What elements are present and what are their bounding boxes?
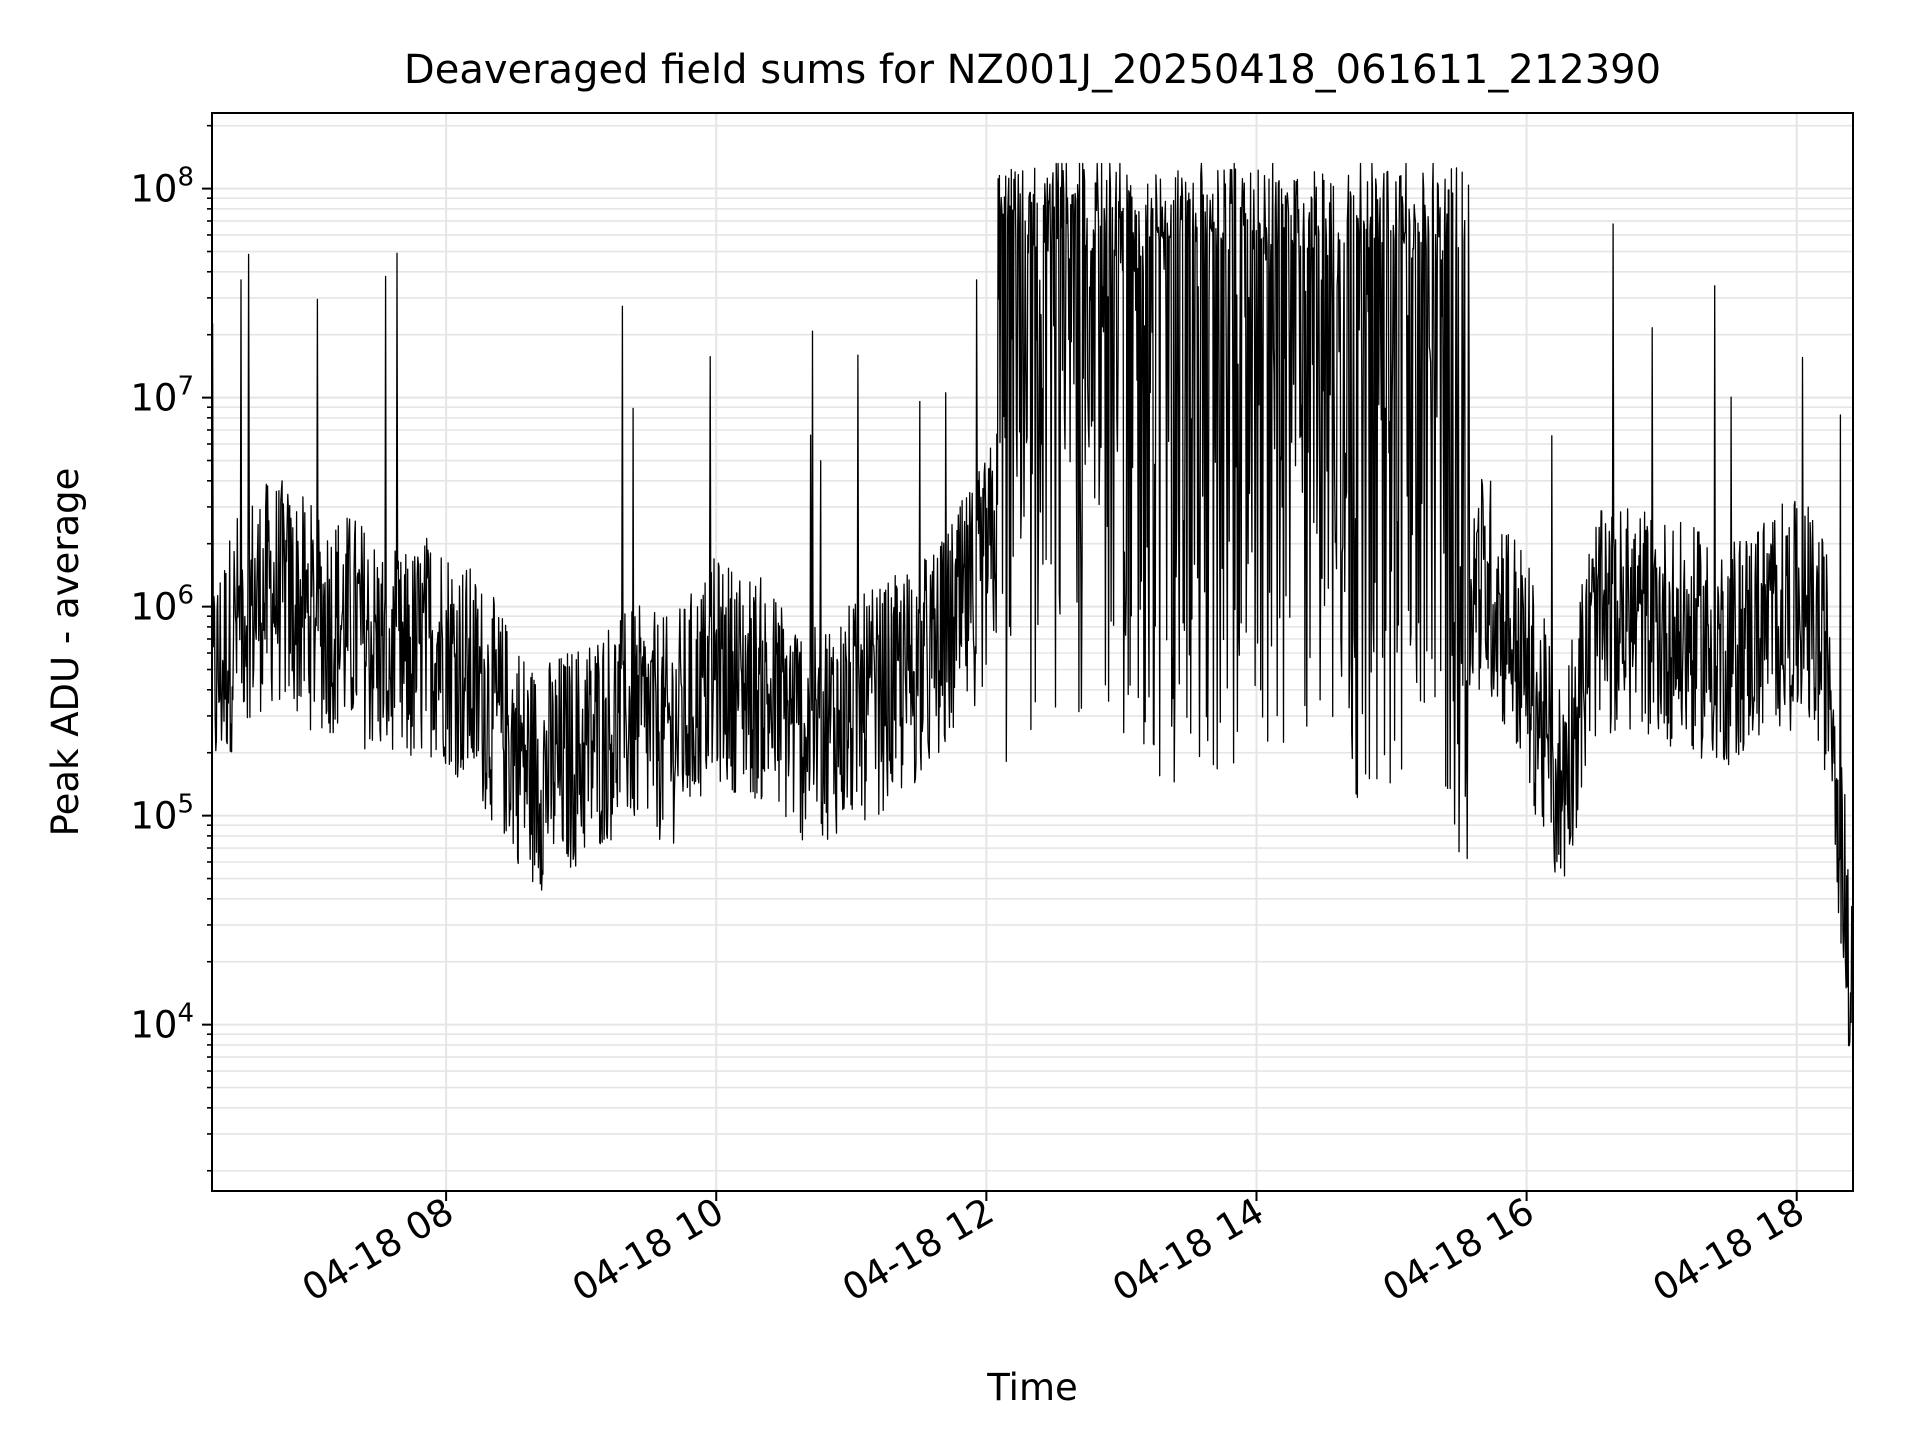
x-tick-label: 04-18 16 xyxy=(1376,1190,1542,1310)
chart-title: Deaveraged field sums for NZ001J_2025041… xyxy=(404,47,1661,93)
x-axis-label: Time xyxy=(986,1366,1078,1409)
x-tick-label: 04-18 10 xyxy=(565,1190,731,1310)
y-tick-label: 107 xyxy=(130,372,194,420)
series-line xyxy=(211,162,1854,1047)
x-tick-label: 04-18 18 xyxy=(1646,1190,1812,1310)
x-tick-label: 04-18 08 xyxy=(295,1190,461,1310)
y-tick-label: 105 xyxy=(130,790,194,838)
y-axis-label: Peak ADU - average xyxy=(44,468,87,837)
y-tick-label: 108 xyxy=(130,163,194,211)
x-tick-label: 04-18 12 xyxy=(835,1190,1001,1310)
plot-frame xyxy=(211,112,1854,1192)
data-layer xyxy=(211,162,1854,1047)
y-tick-label: 106 xyxy=(130,581,194,629)
x-tick-label: 04-18 14 xyxy=(1105,1190,1271,1310)
y-tick-label: 104 xyxy=(130,999,194,1047)
